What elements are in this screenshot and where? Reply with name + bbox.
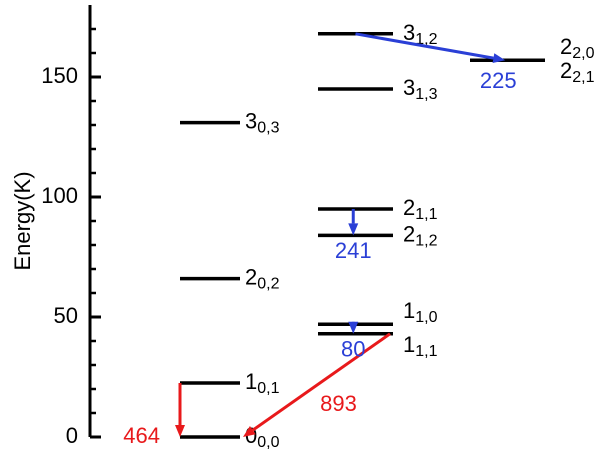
level-label-sub: 0,0 <box>257 434 279 451</box>
level-label-sub: 0,2 <box>257 276 279 293</box>
level-label: 11,0 <box>403 298 438 326</box>
level-label-sub: 1,0 <box>415 309 437 326</box>
transition-arrow <box>355 32 494 60</box>
arrow-head <box>175 425 185 437</box>
arrow-head <box>348 321 359 334</box>
arrow-head <box>348 223 359 236</box>
level-label: 31,3 <box>403 75 438 103</box>
level-label: 21,1 <box>403 195 438 223</box>
level-label-main: 2 <box>560 34 572 59</box>
arrow-head <box>243 426 256 437</box>
level-label: 20,2 <box>245 264 280 292</box>
level-label-sub: 0,3 <box>257 120 279 137</box>
level-label-sub: 1,1 <box>415 343 437 360</box>
level-label-main: 3 <box>245 108 257 133</box>
y-tick-label: 50 <box>54 303 78 328</box>
transition-label: 225 <box>480 68 517 93</box>
level-label: 22,1 <box>560 58 595 86</box>
level-label: 21,2 <box>403 221 438 249</box>
level-label-main: 2 <box>403 221 415 246</box>
level-label-main: 2 <box>245 264 257 289</box>
y-tick-label: 100 <box>41 183 78 208</box>
y-axis-label: Energy(K) <box>10 171 35 270</box>
level-label-main: 1 <box>403 332 415 357</box>
level-label-main: 1 <box>245 369 257 394</box>
level-label: 31,2 <box>403 20 438 48</box>
level-label-sub: 1,2 <box>415 233 437 250</box>
transition-label: 80 <box>341 337 365 362</box>
transition-arrow <box>251 332 391 432</box>
level-label: 10,1 <box>245 369 280 397</box>
y-tick-label: 0 <box>66 423 78 448</box>
level-label-sub: 2,0 <box>572 45 594 62</box>
level-label-sub: 1,1 <box>415 206 437 223</box>
level-label-sub: 0,1 <box>257 380 279 397</box>
level-label: 11,1 <box>403 332 438 360</box>
level-label-main: 3 <box>403 20 415 45</box>
level-label-sub: 1,3 <box>415 86 437 103</box>
transition-label: 241 <box>335 238 372 263</box>
level-label-main: 2 <box>403 195 415 220</box>
level-label-sub: 2,1 <box>572 69 594 86</box>
transition-label: 893 <box>320 391 357 416</box>
level-label-main: 3 <box>403 75 415 100</box>
level-label-main: 2 <box>560 58 572 83</box>
level-label: 22,0 <box>560 34 595 62</box>
transition-label: 464 <box>123 423 160 448</box>
arrow-head <box>492 53 506 64</box>
level-label: 30,3 <box>245 108 280 136</box>
level-label-sub: 1,2 <box>415 31 437 48</box>
level-label-main: 1 <box>403 298 415 323</box>
y-tick-label: 150 <box>41 63 78 88</box>
